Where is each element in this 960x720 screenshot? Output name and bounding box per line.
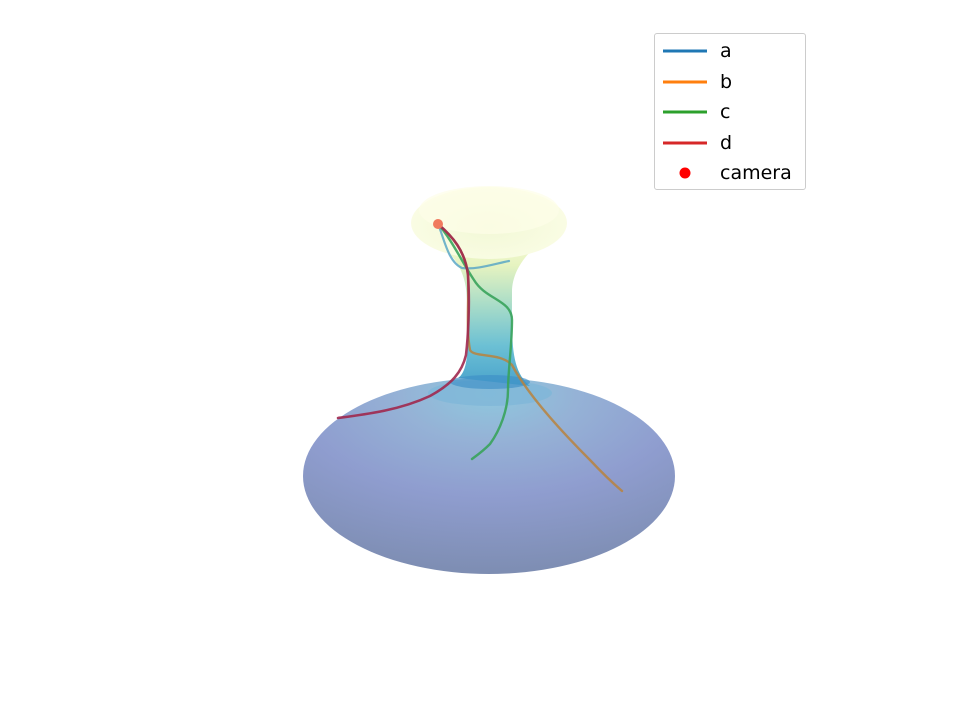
legend-label-b: b: [720, 70, 733, 93]
series-c-line: [436, 222, 514, 461]
legend: a b c d camera: [654, 33, 806, 190]
surface-top-glow: [419, 186, 559, 234]
legend-entry-d: d: [655, 128, 805, 158]
camera-marker: [433, 219, 443, 229]
surface-base-highlight: [428, 380, 552, 406]
legend-label-c: c: [720, 101, 731, 123]
legend-marker-camera: [679, 167, 691, 179]
legend-swatch-b: [663, 80, 707, 83]
legend-swatch-c: [663, 110, 707, 114]
surface-neck: [412, 225, 566, 386]
legend-label-d: d: [720, 131, 733, 154]
neck-blue-band: [450, 375, 530, 389]
legend-label-camera: camera: [720, 162, 792, 184]
legend-swatch-d: [663, 141, 707, 144]
legend-label-a: a: [720, 40, 732, 62]
series-d-line: [336, 222, 471, 420]
legend-entry-camera: camera: [655, 158, 805, 188]
trajectory-lines: [336, 222, 624, 493]
legend-entry-a: a: [655, 36, 805, 66]
legend-swatch-a: [663, 49, 707, 53]
surface-base: [303, 378, 675, 574]
legend-swatch-camera: [679, 167, 691, 179]
series-a-line: [436, 222, 511, 270]
legend-entry-c: c: [655, 97, 805, 127]
legend-entry-b: b: [655, 67, 805, 97]
